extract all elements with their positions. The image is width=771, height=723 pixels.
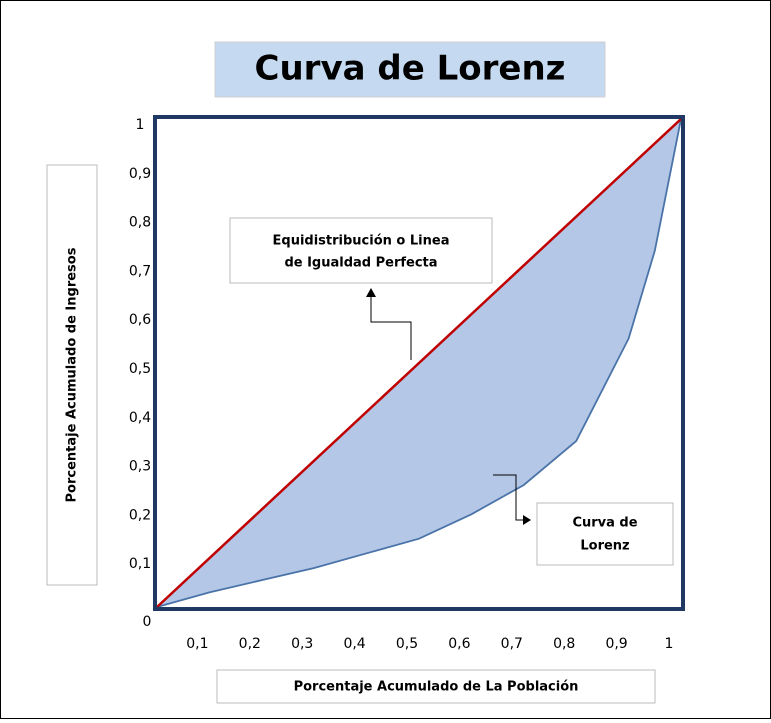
annotation-box bbox=[536, 502, 674, 566]
annotation: Lorenz bbox=[580, 539, 629, 554]
x-tick-label: 0,8 bbox=[553, 636, 575, 652]
annotation: Curva de bbox=[572, 516, 637, 531]
line bbox=[156, 118, 682, 608]
chart-title: Curva de Lorenz bbox=[255, 49, 566, 89]
y-tick-label: 0,9 bbox=[129, 166, 151, 182]
y-tick-label: 0,4 bbox=[129, 410, 151, 426]
x-tick-label: 0,7 bbox=[501, 636, 523, 652]
arrow bbox=[370, 296, 412, 360]
x-tick-label: 0,5 bbox=[396, 636, 418, 652]
x-tick-label: 0,1 bbox=[186, 636, 208, 652]
arrow bbox=[493, 474, 524, 521]
x-tick-label: 0,9 bbox=[605, 636, 627, 652]
x-tick-label: 0,3 bbox=[291, 636, 313, 652]
y-label-box bbox=[46, 164, 98, 586]
x-tick-label: 0,2 bbox=[239, 636, 261, 652]
plot-frame bbox=[153, 115, 685, 611]
y-axis-label: Porcentaje Acumulado de Ingresos bbox=[65, 247, 80, 502]
arrowhead bbox=[366, 288, 376, 297]
plot bbox=[156, 118, 682, 608]
y-tick-label: 0,1 bbox=[129, 556, 151, 572]
annotation-box bbox=[229, 217, 493, 284]
x-tick-label: 0,4 bbox=[343, 636, 365, 652]
y-tick-label: 0,6 bbox=[129, 312, 151, 328]
y-tick-label: 0,2 bbox=[129, 507, 151, 523]
x-tick-label: 1 bbox=[665, 636, 674, 652]
y-tick-label: 0,8 bbox=[129, 215, 151, 231]
y-tick-label: 0,3 bbox=[129, 459, 151, 475]
y-tick-label: 0,7 bbox=[129, 263, 151, 279]
arrowhead bbox=[523, 515, 531, 525]
annotation: de Igualdad Perfecta bbox=[284, 256, 437, 271]
y-tick-label: 0,5 bbox=[129, 361, 151, 377]
x-label-box bbox=[216, 669, 656, 704]
title-box bbox=[214, 41, 606, 98]
annotation: Equidistribución o Linea bbox=[273, 234, 450, 249]
x-axis-label: Porcentaje Acumulado de La Población bbox=[294, 680, 579, 695]
origin-label: 0 bbox=[143, 614, 152, 630]
y-tick-label: 1 bbox=[136, 117, 145, 133]
x-tick-label: 0,6 bbox=[448, 636, 470, 652]
line bbox=[156, 118, 682, 608]
